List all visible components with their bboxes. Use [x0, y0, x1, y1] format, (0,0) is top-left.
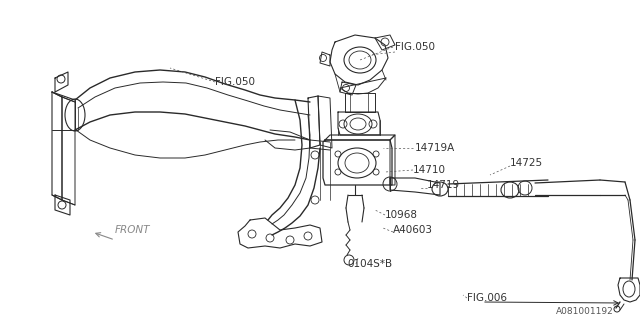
Text: 14725: 14725 — [510, 158, 543, 168]
Text: FIG.050: FIG.050 — [215, 77, 255, 87]
Text: 14710: 14710 — [413, 165, 446, 175]
Text: FRONT: FRONT — [115, 225, 150, 235]
Text: 10968: 10968 — [385, 210, 418, 220]
Text: 14719: 14719 — [427, 180, 460, 190]
Text: 14719A: 14719A — [415, 143, 455, 153]
Text: A081001192: A081001192 — [556, 307, 614, 316]
Text: FIG.006: FIG.006 — [467, 293, 507, 303]
Text: 0104S*B: 0104S*B — [347, 259, 392, 269]
Text: A40603: A40603 — [393, 225, 433, 235]
Text: FIG.050: FIG.050 — [395, 42, 435, 52]
